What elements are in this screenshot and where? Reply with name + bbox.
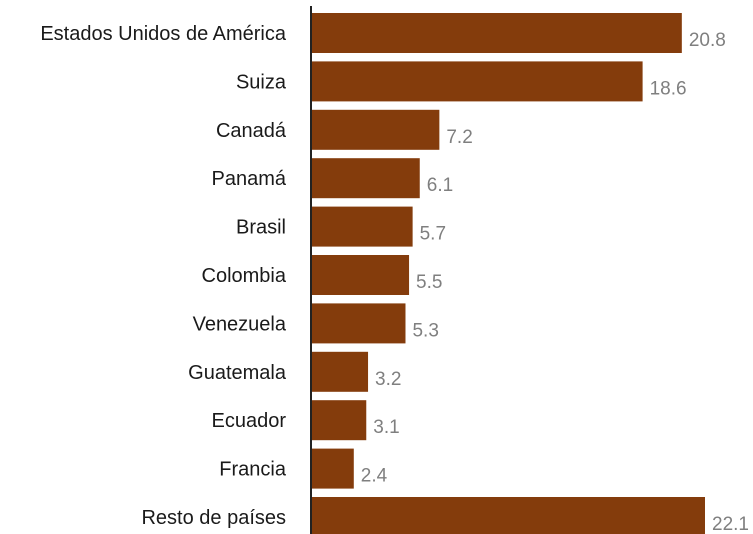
value-labels-group: 20.8 18.6 7.2 6.1 5.7 5.5 5.3 3.2 3.1 2.4 22.1	[361, 30, 749, 534]
category-label: Canadá	[216, 120, 287, 142]
category-label: Panamá	[212, 168, 287, 190]
category-label: Brasil	[236, 217, 286, 239]
bar	[311, 158, 420, 199]
category-labels-group: Estados Unidos de América Suiza Canadá Pana…	[40, 23, 287, 529]
value-label: 20.8	[689, 30, 726, 51]
bar	[311, 303, 406, 344]
value-label: 6.1	[427, 175, 453, 196]
value-label: 5.3	[412, 320, 438, 341]
category-label: Resto de países	[141, 507, 286, 529]
value-label: 2.4	[361, 466, 388, 487]
value-label: 3.2	[375, 369, 401, 390]
value-label: 5.5	[416, 272, 442, 293]
category-label: Estados Unidos de América	[40, 23, 287, 45]
category-label: Ecuador	[212, 410, 287, 432]
value-label: 18.6	[650, 78, 687, 99]
bar	[311, 497, 705, 534]
category-label: Suiza	[236, 71, 287, 93]
category-label: Francia	[219, 459, 287, 481]
bar	[311, 255, 410, 295]
category-label: Venezuela	[193, 313, 287, 335]
bar	[311, 400, 367, 441]
value-label: 3.1	[373, 417, 399, 438]
value-label: 5.7	[420, 224, 446, 245]
bar	[311, 448, 354, 489]
bars-group	[311, 13, 705, 534]
bar	[311, 351, 369, 392]
bar	[311, 13, 682, 53]
bar	[311, 109, 440, 150]
value-label: 7.2	[446, 127, 472, 148]
bar	[311, 206, 413, 247]
category-label: Guatemala	[188, 362, 287, 384]
value-label: 22.1	[712, 514, 749, 534]
bar	[311, 61, 643, 102]
category-label: Colombia	[202, 265, 287, 287]
